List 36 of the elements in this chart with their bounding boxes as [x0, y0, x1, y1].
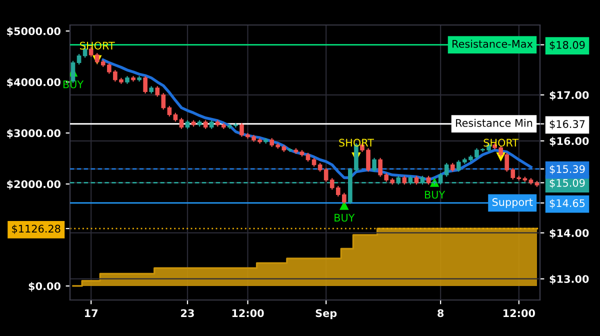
data-label: SHORT: [484, 138, 519, 147]
candlestick: [179, 117, 184, 130]
y-tick-label: $2000.00: [7, 180, 60, 190]
candlestick: [324, 167, 328, 182]
x-tick-label: Sep: [316, 309, 337, 320]
x-tick-label: 8: [438, 309, 444, 318]
candlestick: [372, 157, 376, 172]
y2-tick-label: $14.00: [550, 228, 589, 238]
candlestick: [76, 53, 82, 66]
y-tick-label: $4000.00: [7, 78, 60, 88]
y2-tick-label: $13.00: [550, 274, 589, 284]
y2-tick-label: $16.00: [550, 136, 589, 146]
data-label: BUY: [63, 80, 84, 88]
y-tick-label: $1126.28: [12, 224, 60, 234]
data-label: SHORT: [339, 138, 374, 147]
data-label: BUY: [425, 190, 446, 199]
candlestick: [143, 75, 148, 94]
y-tick-label: $0.00: [28, 282, 60, 292]
y2-tick-label: $14.65: [550, 199, 585, 208]
ref-line-label: Support: [492, 198, 533, 208]
y2-tick-label: $15.09: [550, 178, 585, 188]
candlestick: [444, 162, 449, 178]
x-tick-label: 12:00: [232, 309, 264, 318]
y2-tick-label: $18.09: [550, 40, 585, 50]
y-tick-label: $5000.00: [7, 27, 60, 37]
x-tick-label: 23: [181, 309, 194, 318]
y2-tick-label: $15.39: [550, 164, 585, 174]
candlestick: [167, 105, 172, 118]
y2-tick-label: $16.37: [550, 120, 585, 130]
x-tick-label: 17: [85, 309, 98, 317]
ref-line-label: Resistance-Max: [452, 40, 533, 48]
y-tick-label: $3000.00: [7, 129, 60, 138]
data-label: BUY: [334, 214, 355, 222]
ref-line-label: Resistance Min: [456, 118, 532, 127]
x-tick-label: 12:00: [504, 309, 535, 318]
y2-tick-label: $17.00: [550, 90, 589, 100]
